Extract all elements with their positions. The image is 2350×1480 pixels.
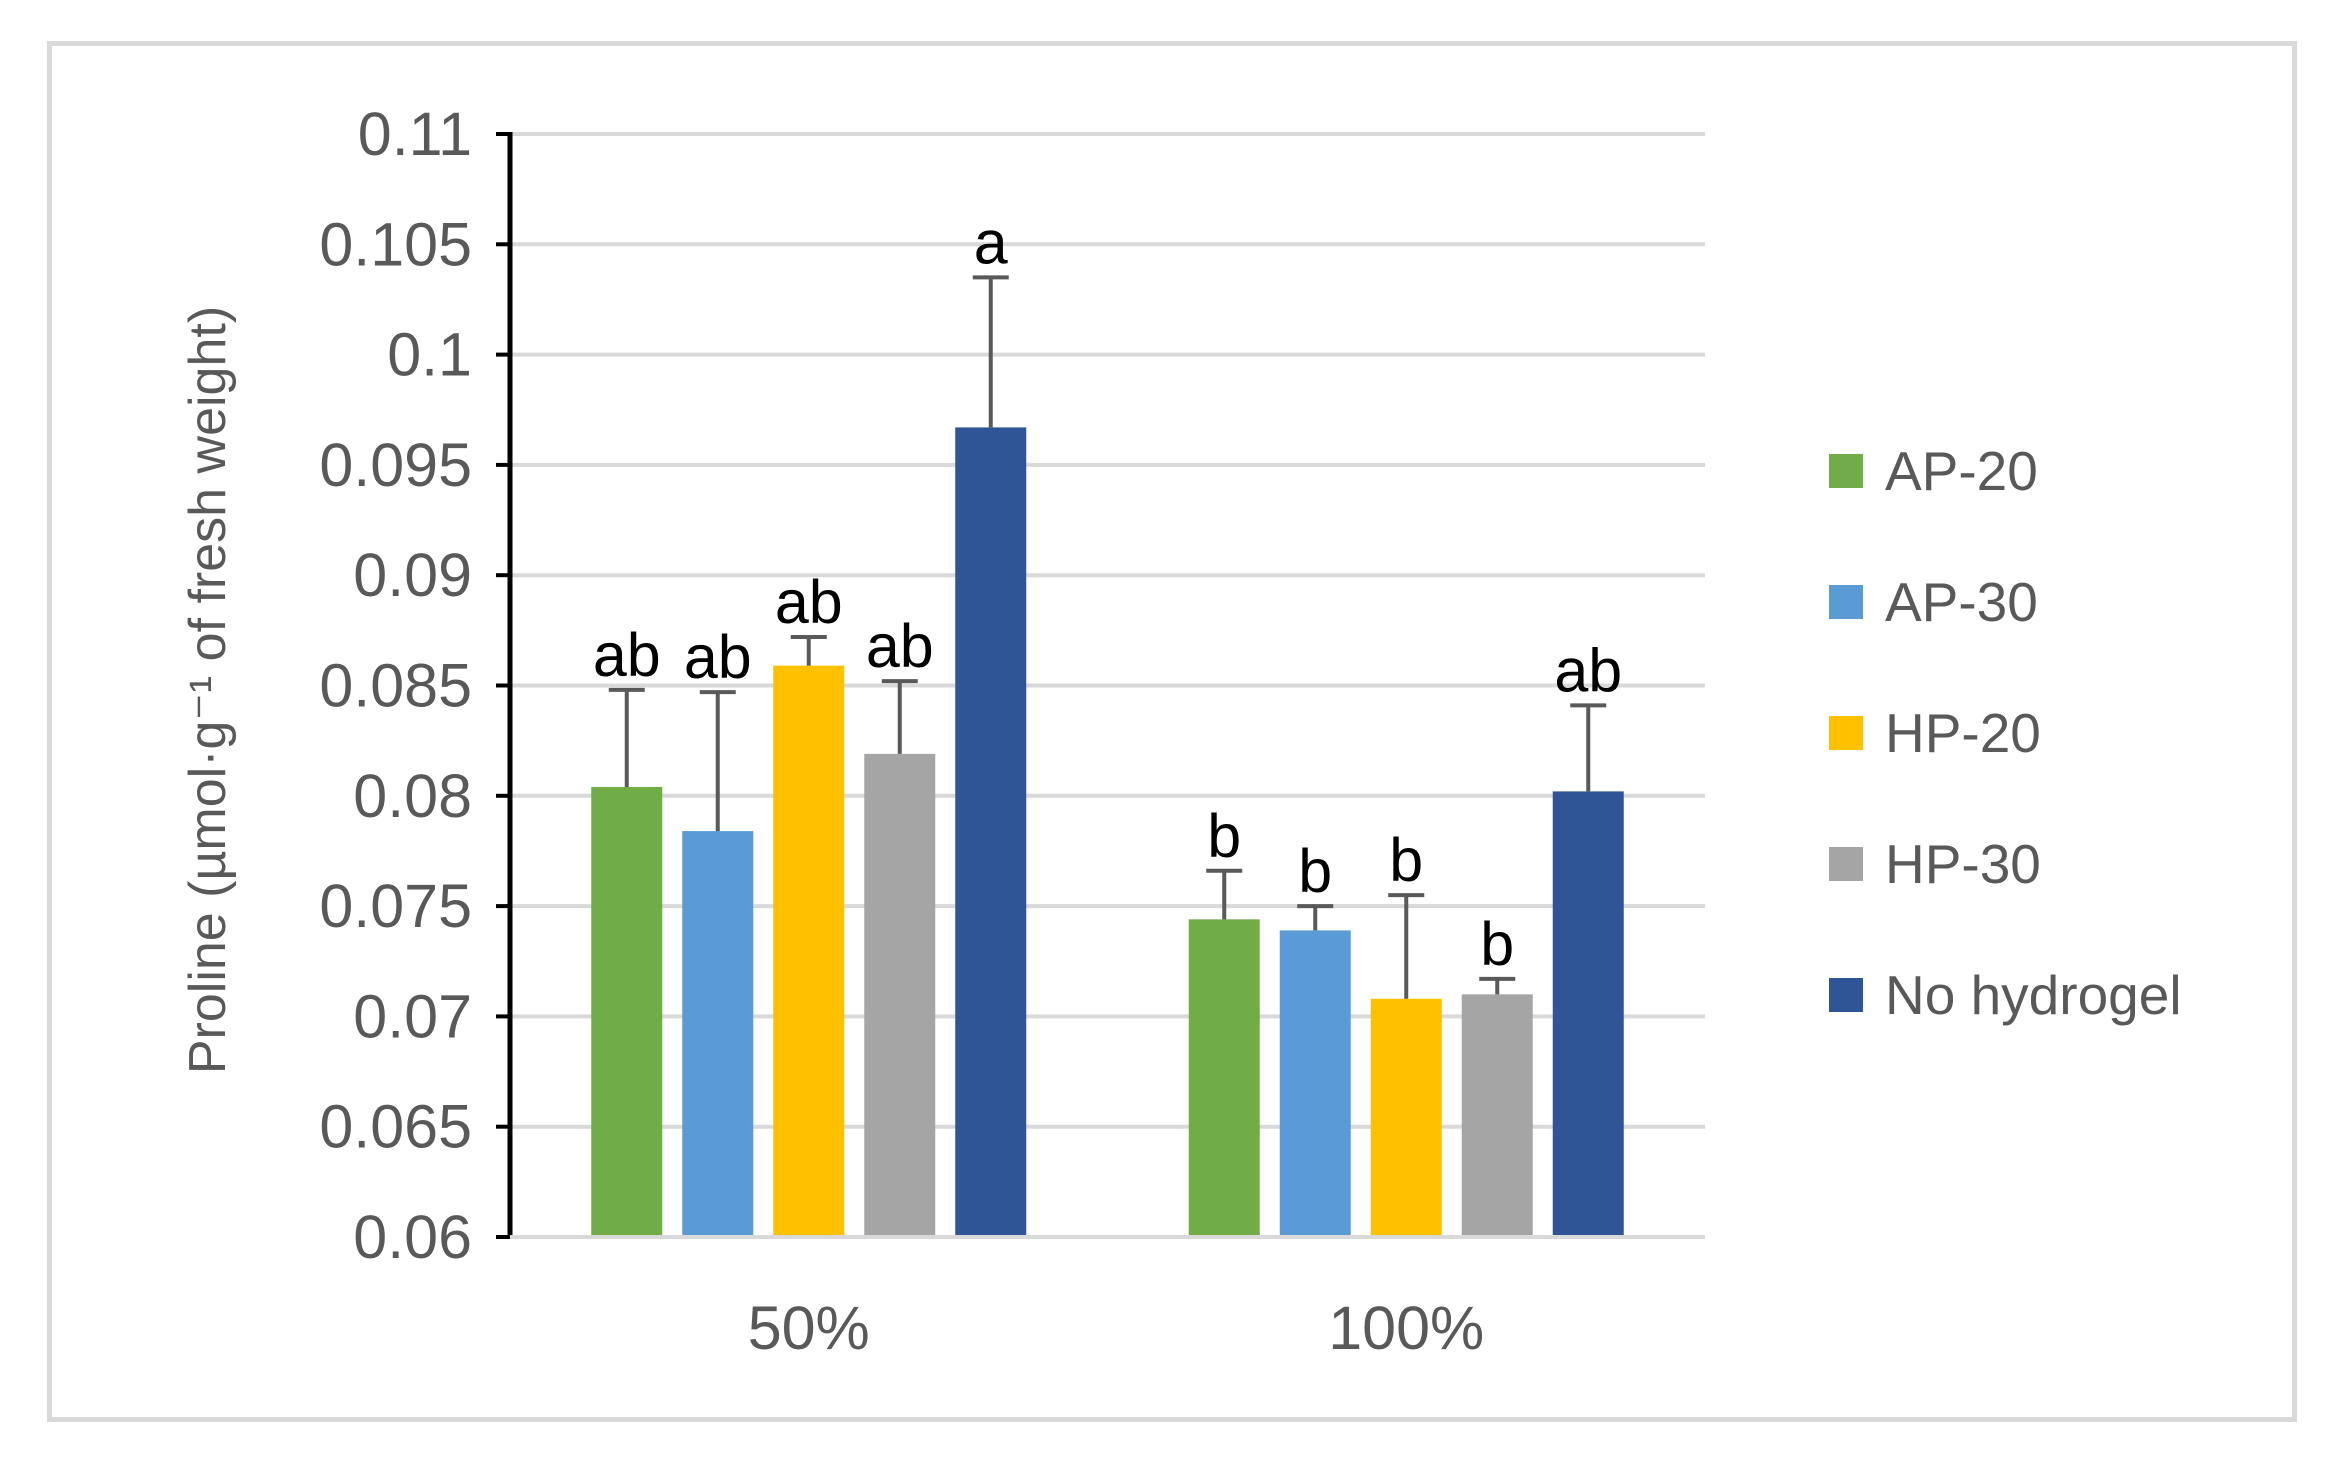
y-tick-label: 0.105 [319,210,472,278]
legend-swatch [1829,454,1863,488]
bars [591,427,1624,1237]
y-tick-label: 0.075 [319,872,472,940]
significance-letter: ab [1554,636,1622,704]
legend-swatch [1829,585,1863,619]
bar [1370,998,1442,1237]
bar [591,786,663,1237]
y-tick-label: 0.08 [353,762,472,830]
significance-letter: b [1298,837,1332,905]
y-tick-label: 0.095 [319,431,472,499]
legend-label: AP-30 [1885,571,2038,633]
bar [1552,791,1624,1237]
x-tick-label: 50% [748,1294,870,1362]
bar [864,753,936,1237]
x-tick-label: 100% [1328,1294,1484,1362]
error-bars [608,275,1607,999]
legend-swatch [1829,978,1863,1012]
legend-label: AP-20 [1885,440,2038,502]
bar [1279,930,1351,1237]
legend-swatch [1829,716,1863,750]
legend-label: No hydrogel [1885,964,2182,1026]
legend: AP-20 AP-30 HP-20 HP-30 No hydrogel [1829,440,2182,1026]
chart-frame [47,41,2297,1422]
significance-letter: b [1480,910,1514,978]
legend-label: HP-30 [1885,833,2041,895]
bar [682,831,754,1237]
y-tick-label: 0.07 [353,982,472,1050]
significance-letter: a [974,208,1008,276]
y-tick-label: 0.06 [353,1203,472,1271]
significance-letter: b [1389,826,1423,894]
significance-letter: ab [684,623,752,691]
bar [1461,994,1533,1237]
y-tick-label: 0.085 [319,652,472,720]
significance-letter: b [1207,802,1241,870]
labels: 0.060.0650.070.0750.080.0850.090.0950.10… [319,100,1622,1362]
y-tick-label: 0.09 [353,541,472,609]
legend-label: HP-20 [1885,702,2041,764]
bar [773,665,845,1237]
significance-letter: ab [866,612,934,680]
y-tick-label: 0.1 [387,321,472,389]
legend-swatch [1829,847,1863,881]
y-tick-label: 0.11 [358,100,472,168]
y-axis-title: Proline (µmol·g⁻¹ of fresh weight) [179,306,237,1074]
axes [496,132,1705,1239]
significance-letter: ab [593,621,661,689]
bar [1188,919,1260,1237]
y-tick-label: 0.065 [319,1093,472,1161]
bar [955,427,1027,1237]
significance-letter: ab [775,568,843,636]
